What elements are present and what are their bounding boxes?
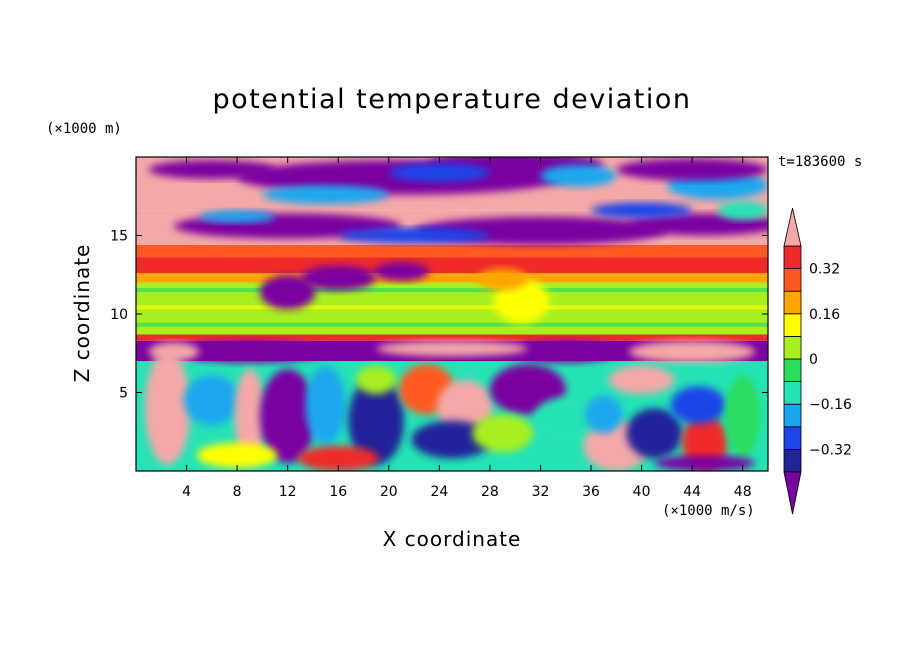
- contour-blob: [259, 368, 316, 464]
- x-tick-label: 36: [582, 484, 600, 500]
- contour-blob: [234, 368, 265, 464]
- band-orangered: [136, 244, 768, 258]
- contour-blob: [628, 340, 756, 363]
- contour-blob: [305, 365, 346, 445]
- contour-blob: [532, 397, 599, 442]
- contour-blob: [493, 279, 550, 324]
- contour-blob: [259, 274, 316, 310]
- contour-blob: [616, 158, 768, 181]
- contour-blob: [725, 375, 761, 457]
- x-tick-label: 44: [683, 484, 701, 500]
- x-tick-label: 24: [430, 484, 448, 500]
- x-axis-label: X coordinate: [382, 527, 522, 551]
- contour-blob: [584, 395, 623, 434]
- contour-blob: [338, 227, 490, 244]
- colorbar-segment: [783, 403, 802, 428]
- colorbar-segment: [783, 313, 802, 337]
- colorbar-segment: [783, 358, 802, 383]
- colorbar-tick-label: 0.16: [809, 307, 840, 323]
- contour-blob: [148, 160, 276, 179]
- colorbar-segment: [783, 268, 802, 292]
- colorbar-tick-label: 0: [809, 352, 818, 368]
- time-label: t=183600 s: [778, 154, 863, 170]
- x-axis: 4 8 12 16 20 24 28 32 36 40 44 48: [182, 157, 752, 500]
- y-tick-label: 5: [119, 386, 128, 402]
- contour-blob: [376, 340, 528, 357]
- contour-blob: [173, 340, 326, 363]
- green-stripe: [136, 305, 768, 310]
- contour-blob: [262, 185, 389, 205]
- contour-blob: [355, 365, 397, 395]
- y-tick-label: 15: [110, 229, 128, 245]
- contour-blob: [196, 442, 278, 468]
- contour-blob: [144, 351, 191, 465]
- x-unit-label: (×1000 m/s): [662, 503, 755, 519]
- contour-blob: [373, 262, 430, 282]
- x-tick-label: 40: [633, 484, 651, 500]
- contour-blob: [411, 420, 493, 459]
- x-tick-label: 12: [279, 484, 297, 500]
- contour-field: [136, 157, 768, 471]
- contour-blob: [717, 200, 768, 220]
- contour-blob: [515, 340, 617, 363]
- colorbar-segment: [783, 448, 802, 473]
- y-tick-label: 10: [110, 307, 128, 323]
- chart-title: potential temperature deviation: [212, 84, 692, 115]
- x-tick-label: 28: [481, 484, 499, 500]
- colorbar-extend-bottom: [783, 471, 802, 515]
- contour-blob: [540, 164, 617, 187]
- band-red-line: [136, 334, 768, 341]
- colorbar-segment: [783, 290, 802, 315]
- band-orange: [136, 273, 768, 283]
- y-unit-label: (×1000 m): [46, 121, 122, 137]
- x-tick-label: 8: [233, 484, 242, 500]
- contour-blob: [608, 365, 675, 395]
- colorbar-segment: [783, 245, 802, 270]
- colorbar: −0.32 −0.16 0 0.16 0.32: [783, 207, 852, 515]
- contour-blob: [388, 163, 490, 183]
- colorbar-segment: [783, 381, 802, 405]
- colorbar-segment: [783, 335, 802, 360]
- contour-blob: [670, 386, 727, 424]
- colorbar-extend-top: [783, 207, 802, 247]
- colorbar-tick-label: −0.32: [809, 442, 852, 458]
- contour-blob: [654, 455, 756, 471]
- x-tick-label: 16: [329, 484, 347, 500]
- contour-blob: [184, 375, 240, 426]
- green-stripe: [136, 322, 768, 327]
- contour-blob: [626, 408, 683, 459]
- green-stripe: [136, 288, 768, 293]
- x-tick-label: 4: [182, 484, 191, 500]
- contour-blob: [300, 265, 377, 291]
- contour-blob: [348, 376, 404, 465]
- x-tick-label: 32: [532, 484, 550, 500]
- band-red: [136, 257, 768, 274]
- contour-blob: [591, 202, 693, 219]
- contour-blob: [297, 445, 379, 471]
- colorbar-tick-label: −0.16: [809, 397, 852, 413]
- colorbar-tick-label: 0.32: [809, 262, 840, 278]
- contour-blob: [472, 414, 533, 453]
- x-tick-label: 48: [734, 484, 752, 500]
- y-axis: 5 10 15: [110, 229, 768, 402]
- contour-blob: [199, 210, 276, 223]
- contour-blob: [477, 268, 528, 291]
- colorbar-segment: [783, 426, 802, 450]
- x-tick-label: 20: [380, 484, 398, 500]
